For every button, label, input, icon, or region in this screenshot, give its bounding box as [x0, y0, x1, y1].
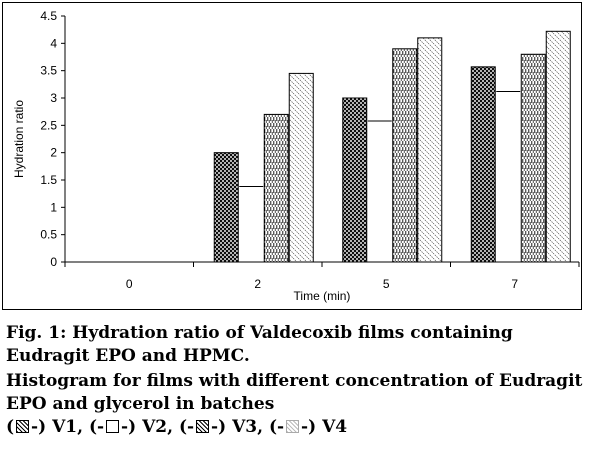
legend-label-v2: -) V2, — [121, 417, 174, 437]
figure-description: Histogram for films with different conce… — [6, 371, 583, 414]
y-tick-label: 4.5 — [40, 9, 57, 23]
bar-v4 — [417, 37, 443, 263]
bar-v1 — [213, 152, 239, 263]
legend-prefix-v3: (- — [178, 417, 195, 437]
y-tick-label: 2 — [50, 146, 57, 160]
y-tick-label: 1.5 — [40, 173, 57, 187]
legend-swatch-v1 — [16, 420, 30, 433]
x-tick-label: 2 — [254, 277, 261, 291]
legend-prefix-v4: (- — [268, 417, 285, 437]
y-tick-label: 3.5 — [40, 64, 57, 78]
figure-caption: Fig. 1: Hydration ratio of Valdecoxib fi… — [6, 323, 513, 366]
legend-prefix-v1: ( — [6, 417, 15, 437]
bar-v1 — [342, 97, 368, 263]
y-tick-label: 0.5 — [40, 228, 57, 242]
legend-swatch-v2 — [106, 420, 120, 433]
y-tick-label: 0 — [50, 255, 57, 269]
bar-v3 — [392, 48, 418, 263]
legend-label-v3: -) V3, — [211, 417, 264, 437]
chart-frame: 0 0.5 1 1.5 2 2.5 3 3.5 4 4.5 Hydration ratio 0 2 5 7 T… — [2, 2, 582, 310]
y-tick-label: 4 — [50, 36, 57, 50]
bar-v1 — [470, 66, 496, 263]
legend-prefix-v2: (- — [88, 417, 105, 437]
y-tick-label: 2.5 — [40, 118, 57, 132]
x-tick-label: 5 — [383, 277, 390, 291]
y-tick-label: 1 — [50, 200, 57, 214]
legend: (-) V1, (- -) V2, (- -) V3, (- -) V4 — [6, 416, 347, 439]
x-tick-label: 7 — [511, 277, 518, 291]
y-axis-label: Hydration ratio — [12, 100, 26, 178]
x-axis-label: Time (min) — [294, 289, 351, 303]
bar-v4 — [545, 30, 571, 263]
legend-label-v1: -) V1, — [31, 417, 84, 437]
bar-v4 — [288, 72, 314, 263]
legend-swatch-v4 — [286, 420, 300, 433]
bar-chart: 0 0.5 1 1.5 2 2.5 3 3.5 4 4.5 Hydration ratio 0 2 5 7 T… — [12, 9, 580, 303]
x-tick-label: 0 — [126, 277, 133, 291]
bar-v3 — [520, 53, 546, 263]
legend-swatch-v3 — [196, 420, 210, 433]
y-tick-label: 3 — [50, 91, 57, 105]
bar-v3 — [263, 113, 289, 263]
legend-label-v4: -) V4 — [301, 417, 348, 437]
